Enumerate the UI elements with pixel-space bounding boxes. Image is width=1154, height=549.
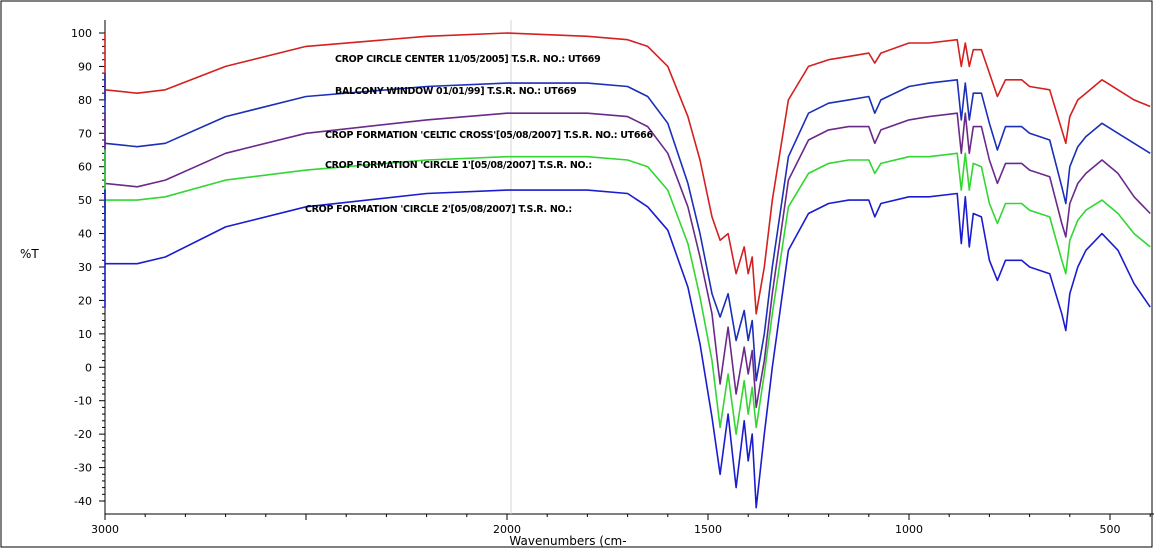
y-tick-label: 60 [78, 161, 92, 174]
series-layer [104, 32, 1151, 509]
series-line-1 [104, 32, 1151, 315]
series-line-2 [104, 73, 1151, 382]
series-label-3: CROP FORMATION 'CELTIC CROSS'[05/08/2007… [325, 130, 653, 141]
x-tick-label: 1000 [895, 523, 923, 536]
y-tick-label: 50 [78, 194, 92, 207]
series-label-5: CROP FORMATION 'CIRCLE 2'[05/08/2007] T.… [305, 204, 572, 215]
x-axis-title: Wavenumbers (cm- [509, 534, 626, 548]
series-label-2: BALCONY WINDOW 01/01/99] T.S.R. NO.: UT6… [335, 86, 576, 97]
series-line-3 [104, 112, 1151, 409]
y-tick-label: 80 [78, 94, 92, 107]
y-tick-label: 30 [78, 261, 92, 274]
y-tick-label: 90 [78, 60, 92, 73]
y-tick-label: -10 [74, 395, 92, 408]
series-line-4 [104, 149, 1151, 435]
y-axis-title: %T [20, 247, 39, 261]
x-tick-label: 2000 [493, 523, 521, 536]
x-tick-label: 500 [1100, 523, 1121, 536]
y-tick-label: 0 [85, 361, 92, 374]
y-tick-label: 10 [78, 328, 92, 341]
series-labels: CROP CIRCLE CENTER 11/05/2005] T.S.R. NO… [305, 54, 654, 215]
y-tick-label: -30 [74, 462, 92, 475]
series-label-1: CROP CIRCLE CENTER 11/05/2005] T.S.R. NO… [335, 54, 600, 65]
series-line-5 [104, 189, 1151, 509]
y-tick-label: 100 [71, 27, 92, 40]
y-tick-label: 40 [78, 228, 92, 241]
y-tick-label: 20 [78, 294, 92, 307]
y-tick-label: 70 [78, 127, 92, 140]
y-tick-label: -40 [74, 495, 92, 508]
x-tick-label: 1500 [694, 523, 722, 536]
series-label-4: CROP FORMATION 'CIRCLE 1'[05/08/2007] T.… [325, 160, 592, 171]
x-tick-label: 3000 [91, 523, 119, 536]
y-tick-label: -20 [74, 428, 92, 441]
